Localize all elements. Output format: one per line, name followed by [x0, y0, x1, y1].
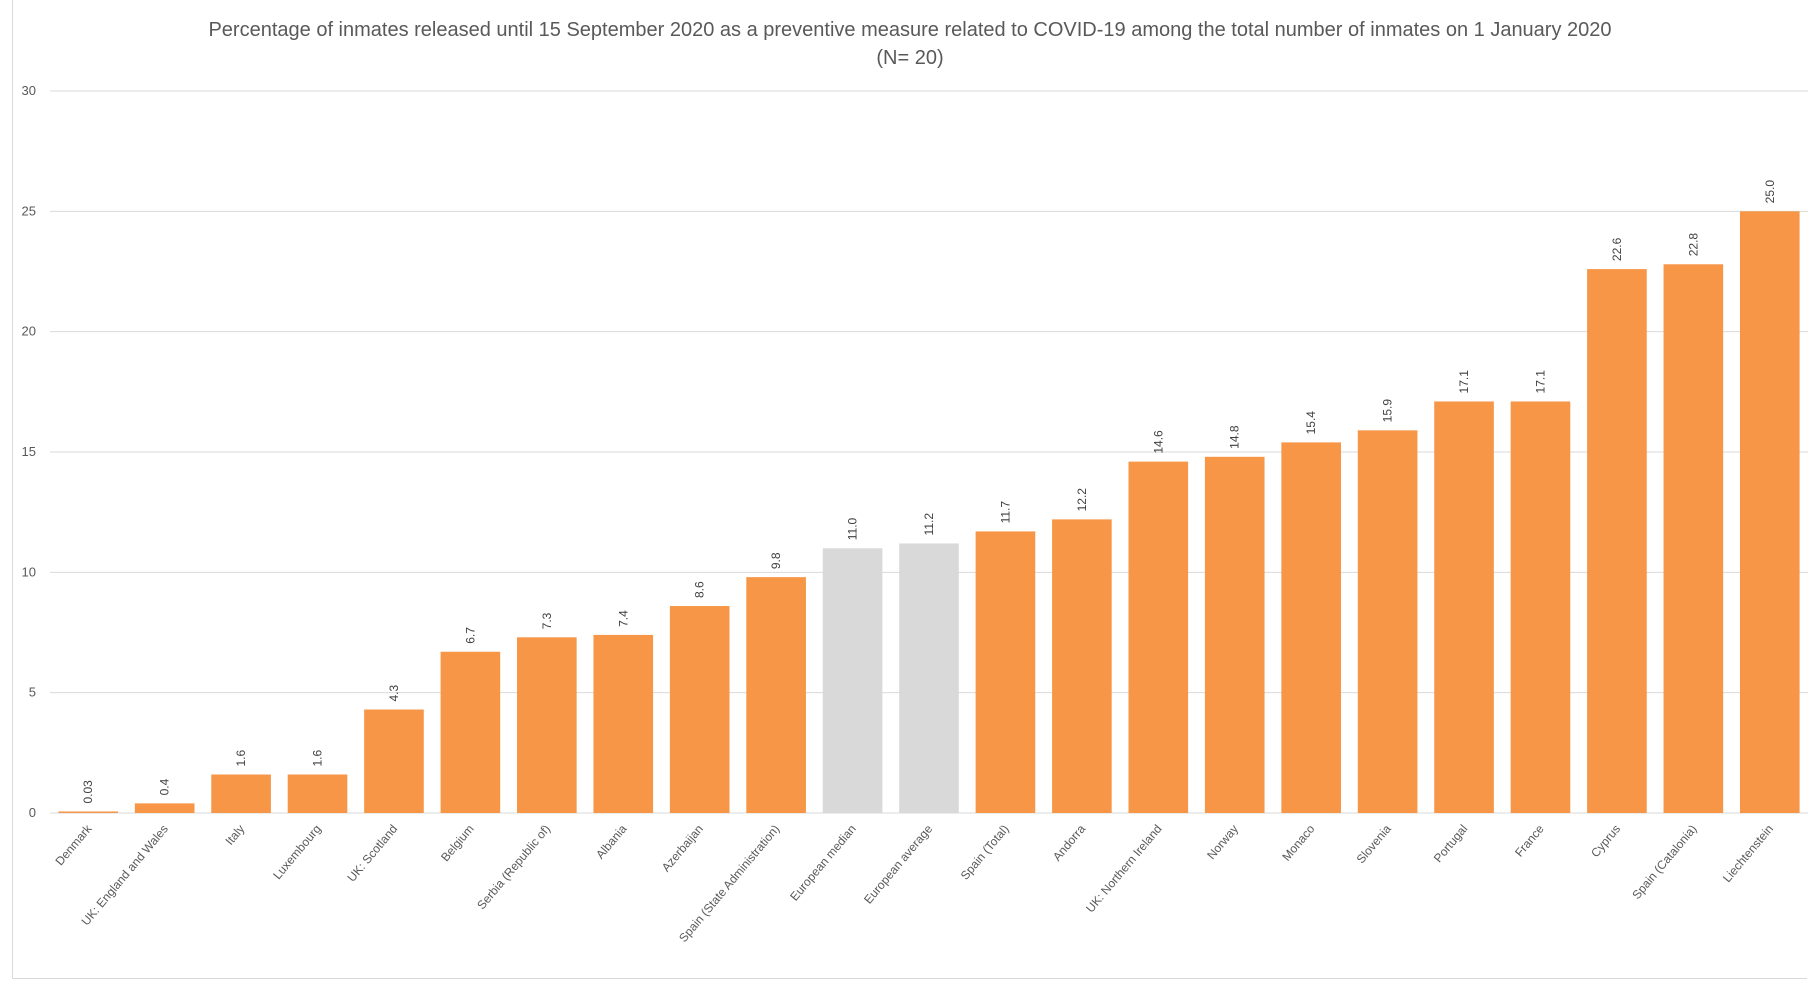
data-label: 1.6 [311, 749, 325, 766]
category-label: Spain (Catalonia) [1629, 822, 1699, 902]
category-label: UK: Northern Ireland [1083, 822, 1164, 915]
data-label: 7.3 [540, 612, 554, 629]
chart-title-container: Percentage of inmates released until 15 … [0, 16, 1820, 72]
data-label: 25.0 [1763, 180, 1777, 204]
data-label: 15.9 [1381, 399, 1395, 423]
category-label: UK: England and Wales [79, 822, 171, 928]
bar-uk-northern-ireland [1128, 461, 1189, 813]
bar-spain-state-administration [746, 577, 806, 813]
y-tick-label: 0 [29, 805, 36, 820]
data-label: 6.7 [463, 627, 477, 644]
bar-uk-scotland [364, 709, 424, 813]
y-tick-label: 25 [22, 203, 36, 218]
y-tick-label: 20 [22, 324, 36, 339]
data-label: 14.6 [1151, 430, 1165, 454]
y-tick-label: 5 [29, 685, 36, 700]
y-tick-label: 10 [22, 564, 36, 579]
y-tick-label: 30 [22, 83, 36, 98]
bar-andorra [1052, 519, 1112, 813]
category-label: Italy [223, 822, 248, 848]
category-label: Norway [1204, 822, 1241, 862]
category-label: Denmark [52, 821, 95, 868]
category-label: Monaco [1279, 822, 1317, 864]
bar-european-average [899, 543, 959, 813]
chart-frame [12, 0, 1807, 979]
bar-albania [593, 634, 654, 813]
bar-cyprus [1587, 269, 1647, 813]
bar-portugal [1434, 401, 1494, 813]
data-label: 22.6 [1610, 237, 1624, 261]
category-label: European average [861, 822, 935, 907]
data-label: 0.03 [81, 780, 95, 804]
category-label: Cyprus [1588, 822, 1623, 860]
bar-monaco [1281, 442, 1341, 813]
chart-title: Percentage of inmates released until 15 … [208, 19, 1612, 69]
bar-spain-catalonia [1663, 264, 1724, 813]
category-label: France [1512, 822, 1547, 860]
data-label: 11.0 [846, 517, 860, 540]
data-label: 11.2 [922, 513, 936, 536]
y-tick-label: 15 [22, 444, 36, 459]
category-label: Andorra [1050, 822, 1088, 864]
bar-france [1510, 401, 1571, 813]
category-label: Portugal [1431, 822, 1470, 865]
category-label: UK: Scotland [345, 822, 401, 885]
data-label: 1.6 [234, 749, 248, 766]
bar-serbia-republic-of [517, 637, 577, 813]
category-label: Spain (Total) [958, 822, 1012, 883]
bar-belgium [440, 651, 501, 813]
category-label: Liechtenstein [1720, 822, 1776, 885]
category-label: Slovenia [1354, 822, 1395, 867]
bar-spain-total [975, 531, 1036, 813]
data-label: 8.6 [693, 581, 707, 598]
data-label: 9.8 [769, 552, 783, 569]
category-label: Azerbaijan [659, 822, 706, 874]
bar-liechtenstein [1739, 211, 1800, 814]
bar-azerbaijan [669, 606, 730, 813]
data-label: 17.1 [1533, 370, 1547, 394]
data-label: 11.7 [998, 501, 1012, 524]
data-label: 0.4 [158, 778, 172, 795]
data-label: 17.1 [1457, 370, 1471, 394]
category-label: Luxembourg [270, 822, 324, 882]
category-label: Albania [593, 822, 630, 862]
data-label: 12.2 [1075, 488, 1089, 512]
data-label: 14.8 [1228, 425, 1242, 449]
category-label: Serbia (Republic of) [474, 822, 553, 912]
data-label: 7.4 [616, 610, 630, 627]
bar-luxembourg [287, 774, 348, 813]
data-label: 22.8 [1686, 233, 1700, 257]
category-label: European median [787, 822, 859, 904]
bar-slovenia [1357, 430, 1418, 813]
bar-denmark [58, 811, 119, 813]
bar-italy [211, 774, 271, 813]
data-label: 4.3 [387, 685, 401, 702]
bar-european-median [822, 548, 883, 813]
bar-uk-england-and-wales [134, 803, 195, 813]
category-label: Belgium [438, 822, 477, 864]
data-label: 15.4 [1304, 411, 1318, 435]
bar-norway [1204, 456, 1265, 813]
